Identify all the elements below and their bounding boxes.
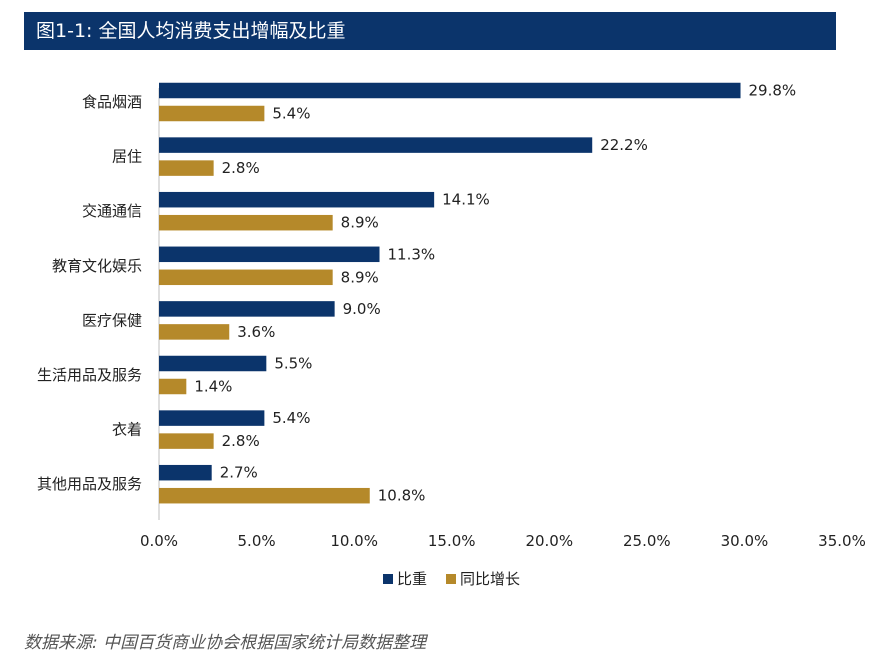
category-label: 教育文化娱乐 (52, 257, 142, 275)
data-label: 3.6% (237, 323, 275, 341)
bar-share (159, 246, 380, 263)
legend-swatch-share (383, 574, 393, 584)
category-label: 生活用品及服务 (37, 366, 142, 384)
bar-share (159, 410, 265, 426)
bar-growth (159, 269, 333, 286)
data-label: 11.3% (388, 245, 436, 263)
data-label: 5.4% (272, 409, 310, 427)
data-label: 8.9% (341, 214, 379, 232)
data-label: 2.8% (222, 159, 260, 177)
data-label: 9.0% (343, 300, 381, 318)
x-tick-label: 0.0% (140, 532, 178, 550)
data-label: 5.5% (274, 355, 312, 373)
data-label: 2.7% (220, 464, 258, 482)
bar-share (159, 464, 212, 481)
source-note: 数据来源: 中国百货商业协会根据国家统计局数据整理 (24, 633, 427, 653)
category-label: 交通通信 (82, 202, 142, 220)
x-tick-label: 35.0% (818, 532, 866, 550)
data-label: 22.2% (600, 136, 648, 154)
bar-growth (159, 487, 370, 504)
bar-growth (159, 105, 265, 122)
bar-growth (159, 378, 187, 395)
category-label: 衣着 (112, 421, 142, 439)
bar-growth (159, 214, 333, 231)
title-bar: 图1-1: 全国人均消费支出增幅及比重 (24, 12, 836, 50)
x-tick-label: 30.0% (721, 532, 769, 550)
data-label: 8.9% (341, 268, 379, 286)
x-tick-label: 20.0% (525, 532, 573, 550)
category-label: 居住 (112, 148, 142, 166)
data-label: 2.8% (222, 432, 260, 450)
category-label: 医疗保健 (82, 311, 142, 329)
legend-swatch-growth (446, 574, 456, 584)
bar-share (159, 301, 335, 317)
category-label: 食品烟酒 (82, 93, 142, 111)
x-tick-label: 15.0% (428, 532, 476, 550)
bar-share (159, 137, 593, 153)
data-label: 14.1% (442, 191, 490, 209)
legend-label-share: 比重 (397, 570, 427, 588)
bar-growth (159, 160, 214, 176)
category-label: 其他用品及服务 (37, 475, 142, 493)
x-tick-label: 5.0% (238, 532, 276, 550)
bar-growth (159, 324, 230, 340)
bar-share (159, 82, 741, 99)
data-label: 10.8% (378, 487, 426, 505)
data-label: 1.4% (194, 378, 232, 396)
bar-share (159, 191, 435, 208)
x-tick-label: 25.0% (623, 532, 671, 550)
x-tick-label: 10.0% (330, 532, 378, 550)
bar-chart: 食品烟酒 29.8% 5.4% 居住 22.2% 2.8% 交通通信 14.1% 8.9% 教育文… (37, 82, 866, 589)
bar-share (159, 355, 267, 372)
chart-title: 图1-1: 全国人均消费支出增幅及比重 (36, 20, 346, 42)
legend-label-growth: 同比增长 (460, 570, 520, 588)
data-label: 29.8% (749, 82, 797, 100)
data-label: 5.4% (272, 105, 310, 123)
bar-growth (159, 433, 214, 449)
